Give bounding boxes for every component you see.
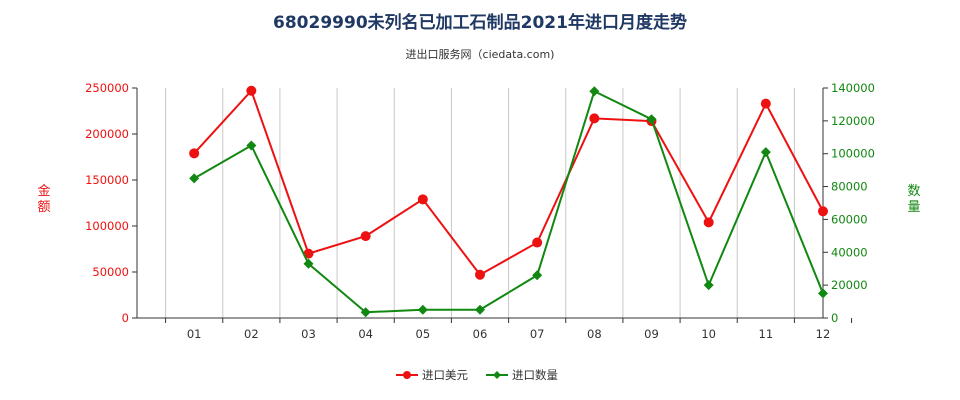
data-point (589, 86, 600, 97)
x-tick-label: 12 (816, 327, 831, 341)
data-point (589, 113, 600, 124)
data-point (532, 237, 543, 248)
right-tick-label: 80000 (831, 180, 868, 194)
data-point (818, 288, 828, 299)
right-tick-label: 60000 (831, 212, 868, 226)
data-point (417, 304, 428, 315)
left-tick-label: 150000 (85, 173, 129, 187)
legend-item-quantity-label: 进口数量 (512, 368, 558, 382)
right-tick-label: 140000 (831, 81, 875, 95)
x-tick-label: 03 (301, 327, 316, 341)
x-tick-label: 02 (244, 327, 259, 341)
x-tick-label: 06 (473, 327, 488, 341)
right-tick-label: 40000 (831, 245, 868, 259)
right-axis-title: 数量 (907, 184, 920, 215)
x-tick-label: 10 (701, 327, 716, 341)
series-line-quantity (193, 89, 824, 314)
data-point (760, 147, 771, 158)
left-axis-title: 金额 (37, 183, 50, 215)
data-point (246, 85, 257, 96)
data-point (417, 194, 428, 205)
data-point (189, 173, 200, 184)
series-line-amount (193, 88, 824, 277)
left-tick-label: 50000 (92, 265, 129, 279)
right-tick-label: 0 (831, 311, 838, 325)
x-tick-label: 01 (187, 327, 202, 341)
left-tick-label: 100000 (85, 219, 129, 233)
data-point (818, 206, 828, 217)
left-tick-label: 0 (122, 311, 129, 325)
data-point (532, 270, 543, 281)
x-tick-label: 07 (530, 327, 545, 341)
left-tick-label: 200000 (85, 127, 129, 141)
x-tick-label: 04 (358, 327, 373, 341)
x-tick-label: 09 (644, 327, 659, 341)
data-point (246, 140, 257, 151)
x-tick-label: 05 (416, 327, 431, 341)
data-point (475, 269, 485, 280)
legend-item-amount-marker (403, 371, 411, 379)
x-tick-label: 08 (587, 327, 602, 341)
chart-subtitle: 进出口服务网（ciedata.com) (405, 48, 555, 61)
data-point (189, 148, 200, 159)
data-point (303, 248, 314, 259)
right-tick-label: 100000 (831, 147, 875, 161)
legend-item-quantity-marker (493, 371, 501, 379)
legend-item-amount-label: 进口美元 (422, 368, 468, 382)
x-tick-label: 11 (759, 327, 774, 341)
data-point (646, 114, 657, 125)
right-tick-label: 120000 (831, 114, 875, 128)
data-point (703, 217, 714, 228)
data-point (303, 258, 314, 269)
left-tick-label: 250000 (85, 81, 129, 95)
chart-title: 68029990未列名已加工石制品2021年进口月度走势 (273, 13, 687, 33)
data-point (360, 307, 371, 318)
right-tick-label: 20000 (831, 278, 868, 292)
data-point (760, 98, 771, 109)
data-point (475, 304, 485, 315)
data-point (703, 280, 714, 291)
data-point (360, 231, 371, 242)
